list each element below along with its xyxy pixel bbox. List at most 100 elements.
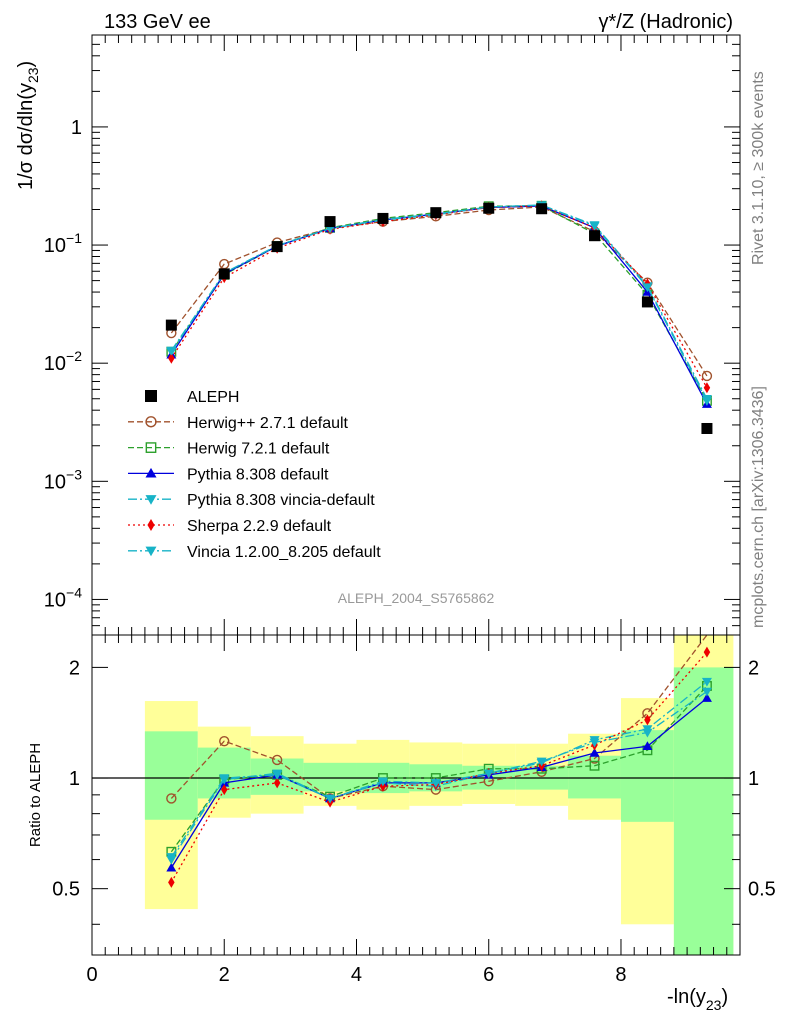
ratio-series-point <box>589 760 600 771</box>
ratio-series-point <box>377 777 388 787</box>
main-series-line <box>170 206 708 377</box>
legend-entry: Pythia 8.308 default <box>128 466 329 483</box>
ratio-series-5 <box>166 687 712 862</box>
main-ytick-label: 10−1 <box>44 230 82 257</box>
data-point <box>701 422 713 434</box>
ratio-series-point <box>166 853 177 862</box>
main-ytick-exp: −4 <box>66 584 82 600</box>
main-series-1 <box>166 200 712 406</box>
ratio-ytick-label-left: 0.5 <box>52 879 80 901</box>
legend: ALEPH Herwig++ 2.7.1 default Herwig 7.2.1 … <box>128 389 381 561</box>
ratio-series-point <box>536 757 547 767</box>
ratio-series-point <box>430 779 441 788</box>
main-series-5 <box>166 201 712 406</box>
main-ylabel-sub: 23 <box>25 67 41 83</box>
ratio-series-point <box>166 793 177 804</box>
data-point <box>271 241 283 253</box>
ratio-ytick-label-right: 2 <box>748 657 759 679</box>
main-series-point <box>703 382 711 394</box>
ratio-ytick-label-left: 2 <box>69 657 80 679</box>
main-series-line <box>170 204 708 402</box>
main-data-points <box>165 202 713 434</box>
main-series-line <box>170 204 708 400</box>
right-title: γ*/Z (Hadronic) <box>599 11 733 33</box>
main-ytick-exp: −1 <box>66 230 82 246</box>
legend-entry: Sherpa 2.2.9 default <box>128 518 332 535</box>
uncertainty-band-inner <box>144 731 198 820</box>
uncertainty-band-inner <box>303 762 357 792</box>
data-point <box>165 319 177 331</box>
main-series-point <box>166 346 177 356</box>
legend-marker <box>145 442 157 453</box>
legend-marker <box>145 416 157 428</box>
legend-label: Herwig++ 2.7.1 default <box>187 415 349 432</box>
legend-entry: Herwig++ 2.7.1 default <box>128 415 349 432</box>
main-ytick-base: 10 <box>44 235 66 257</box>
ratio-series-point <box>701 693 712 702</box>
ratio-series-point <box>701 677 712 687</box>
ratio-series-point <box>219 735 230 747</box>
mcplots-label: mcplots.cern.ch [arXiv:1306.3436] <box>750 386 767 628</box>
legend-marker <box>145 495 157 505</box>
ratio-xtick-label: 0 <box>86 964 97 986</box>
ratio-series-point <box>703 646 711 658</box>
main-series-point <box>701 370 713 382</box>
legend-marker <box>145 390 157 402</box>
left-title: 133 GeV ee <box>104 11 211 33</box>
ratio-series-point <box>589 738 600 748</box>
ratio-series-point <box>589 747 600 757</box>
rivet-label: Rivet 3.1.10, ≥ 300k events <box>750 71 767 265</box>
main-series-0 <box>166 201 713 382</box>
main-ytick-label: 10−2 <box>44 348 82 375</box>
main-series-2 <box>166 201 712 408</box>
ratio-series-point <box>166 862 177 872</box>
ratio-ytick-label-right: 0.5 <box>748 879 776 901</box>
legend-label: ALEPH <box>187 389 239 406</box>
legend-marker <box>147 518 155 532</box>
ratio-series-point <box>271 754 283 766</box>
ratio-xlabel-sub: 23 <box>706 997 722 1013</box>
ratio-series-point <box>273 777 281 789</box>
ratio-series-point <box>642 741 653 751</box>
legend-label: Vincia 1.2.00_8.205 default <box>187 544 381 561</box>
main-series-line <box>170 205 708 389</box>
ratio-xlabel-close: ) <box>721 986 728 1008</box>
ratio-series-line <box>170 681 708 860</box>
analysis-label: ALEPH_2004_S5765862 <box>338 590 495 606</box>
ratio-xtick-label: 4 <box>351 964 362 986</box>
data-point <box>536 203 548 215</box>
ratio-series-point <box>219 774 230 784</box>
ratio-ytick-label-left: 1 <box>69 768 80 790</box>
data-point <box>483 202 495 214</box>
main-series-3 <box>166 201 712 404</box>
legend-marker <box>145 546 157 557</box>
data-point <box>589 230 601 242</box>
main-series-point <box>589 222 600 231</box>
ratio-series-point <box>644 714 651 726</box>
main-ytick-exp: −2 <box>66 348 82 364</box>
main-series-line <box>170 205 708 402</box>
main-ytick-base: 10 <box>44 589 66 611</box>
ratio-series-point <box>272 771 283 780</box>
data-point <box>218 268 230 280</box>
main-ylabel: 1/σ dσ/dln(y23) <box>15 61 41 190</box>
ratio-ylabel: Ratio to ALEPH <box>27 743 44 847</box>
ratio-series-point <box>642 728 653 738</box>
legend-entry: Herwig 7.2.1 default <box>128 441 330 458</box>
main-ytick-label: 10−4 <box>44 584 82 611</box>
main-series-point <box>168 352 175 364</box>
data-point <box>430 207 442 219</box>
ratio-xtick-label: 8 <box>615 964 626 986</box>
legend-label: Pythia 8.308 default <box>187 466 329 483</box>
ratio-series-point <box>220 784 228 796</box>
data-point <box>377 212 389 224</box>
data-point <box>641 296 653 308</box>
uncertainty-band-inner <box>673 667 734 955</box>
main-ytick-label: 10−3 <box>44 466 82 493</box>
main-series-line <box>170 205 708 405</box>
ratio-series-point <box>701 687 712 697</box>
legend-entry: ALEPH <box>145 389 239 406</box>
main-series-point <box>701 397 712 406</box>
main-ylabel-text: 1/σ dσ/dln(y <box>15 83 37 190</box>
